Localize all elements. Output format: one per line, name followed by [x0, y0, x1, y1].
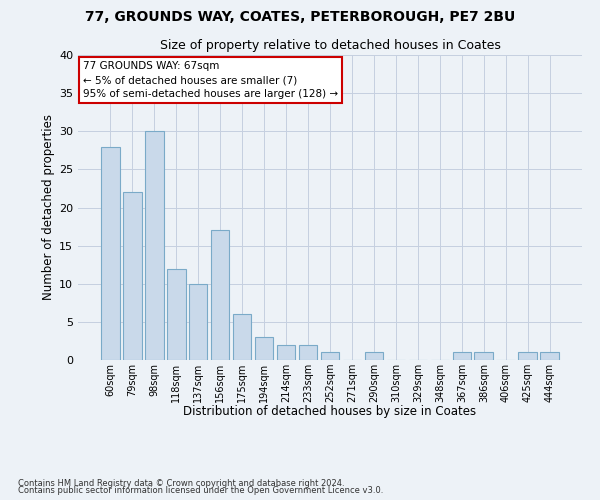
Bar [277, 345, 295, 360]
Text: 77, GROUNDS WAY, COATES, PETERBOROUGH, PE7 2BU: 77, GROUNDS WAY, COATES, PETERBOROUGH, P… [85, 10, 515, 24]
Bar [452, 352, 471, 360]
Text: Contains HM Land Registry data © Crown copyright and database right 2024.: Contains HM Land Registry data © Crown c… [18, 478, 344, 488]
X-axis label: Distribution of detached houses by size in Coates: Distribution of detached houses by size … [184, 405, 476, 418]
Bar [101, 146, 119, 360]
Title: Size of property relative to detached houses in Coates: Size of property relative to detached ho… [160, 40, 500, 52]
Bar [475, 352, 493, 360]
Bar [365, 352, 383, 360]
Bar [518, 352, 537, 360]
Text: Contains public sector information licensed under the Open Government Licence v3: Contains public sector information licen… [18, 486, 383, 495]
Text: 77 GROUNDS WAY: 67sqm
← 5% of detached houses are smaller (7)
95% of semi-detach: 77 GROUNDS WAY: 67sqm ← 5% of detached h… [83, 61, 338, 99]
Bar [145, 131, 164, 360]
Bar [255, 337, 274, 360]
Bar [233, 314, 251, 360]
Bar [211, 230, 229, 360]
Bar [123, 192, 142, 360]
Bar [541, 352, 559, 360]
Bar [189, 284, 208, 360]
Bar [299, 345, 317, 360]
Bar [167, 268, 185, 360]
Bar [320, 352, 340, 360]
Y-axis label: Number of detached properties: Number of detached properties [42, 114, 55, 300]
